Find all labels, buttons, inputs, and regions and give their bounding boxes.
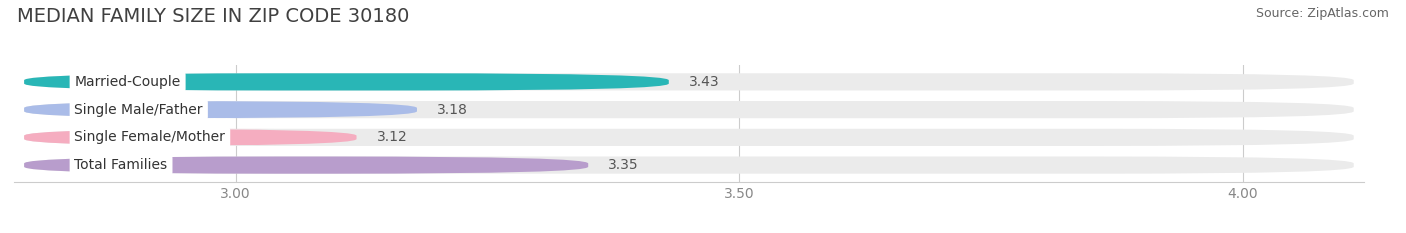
Text: 3.12: 3.12	[377, 130, 408, 144]
FancyBboxPatch shape	[24, 101, 1354, 118]
Text: 3.18: 3.18	[437, 103, 468, 117]
FancyBboxPatch shape	[24, 73, 669, 90]
Text: Total Families: Total Families	[75, 158, 167, 172]
Text: 3.43: 3.43	[689, 75, 720, 89]
FancyBboxPatch shape	[24, 129, 1354, 146]
Text: Single Female/Mother: Single Female/Mother	[75, 130, 225, 144]
Text: Source: ZipAtlas.com: Source: ZipAtlas.com	[1256, 7, 1389, 20]
Text: 3.35: 3.35	[609, 158, 638, 172]
Text: Single Male/Father: Single Male/Father	[75, 103, 202, 117]
Text: MEDIAN FAMILY SIZE IN ZIP CODE 30180: MEDIAN FAMILY SIZE IN ZIP CODE 30180	[17, 7, 409, 26]
FancyBboxPatch shape	[24, 129, 357, 146]
FancyBboxPatch shape	[24, 73, 1354, 90]
FancyBboxPatch shape	[24, 157, 588, 174]
FancyBboxPatch shape	[24, 157, 1354, 174]
Text: Married-Couple: Married-Couple	[75, 75, 181, 89]
FancyBboxPatch shape	[24, 101, 418, 118]
